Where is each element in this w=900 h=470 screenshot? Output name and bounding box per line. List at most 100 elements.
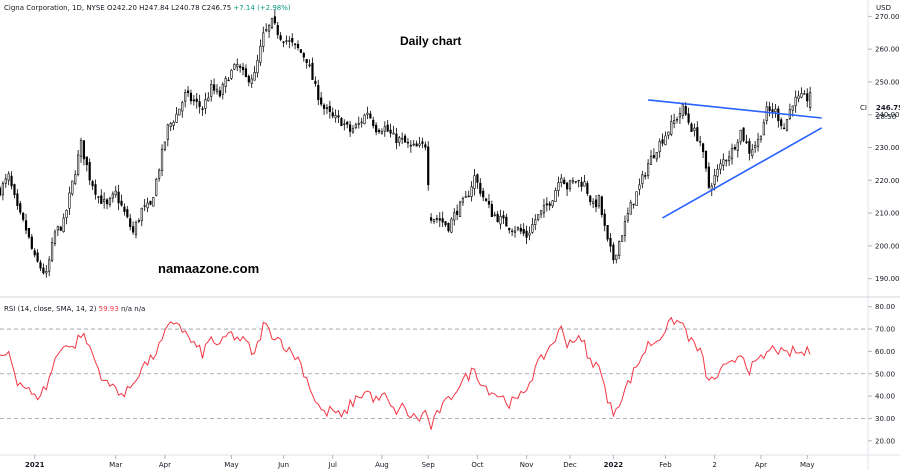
candle-body xyxy=(108,198,112,205)
candle-body xyxy=(626,213,629,221)
rsi-pane[interactable] xyxy=(0,316,868,430)
candle-body xyxy=(152,197,155,207)
time-tick-label: Sep xyxy=(422,461,436,469)
candle-body xyxy=(667,131,670,136)
candle-body xyxy=(716,168,719,177)
candle-body xyxy=(207,97,210,102)
candle-body xyxy=(725,159,728,162)
candle-body xyxy=(678,113,682,118)
candle-body xyxy=(701,143,705,153)
candle-body xyxy=(791,105,794,111)
candle-body xyxy=(719,163,722,170)
candle-body xyxy=(227,79,230,82)
candle-body xyxy=(16,193,19,206)
candle-body xyxy=(36,252,39,262)
price-pane[interactable] xyxy=(0,9,823,278)
time-tick-label: Nov xyxy=(520,461,534,469)
candle-body xyxy=(675,119,679,121)
candle-body xyxy=(320,97,323,105)
candle-body xyxy=(343,123,346,125)
rsi-tick-label: 30.00 xyxy=(875,415,895,423)
candle-body xyxy=(398,137,401,143)
candle-body xyxy=(453,212,456,221)
candle-body xyxy=(308,64,311,67)
candle-body xyxy=(348,124,352,132)
candle-body xyxy=(213,84,216,91)
candle-body xyxy=(736,142,739,151)
candle-body xyxy=(270,18,274,28)
candle-body xyxy=(479,182,482,194)
candle-body xyxy=(279,35,282,40)
candle-body xyxy=(499,216,502,225)
rsi-tick-label: 40.00 xyxy=(875,393,895,401)
candle-body xyxy=(299,49,303,53)
candle-body xyxy=(230,69,233,79)
rsi-tick-label: 60.00 xyxy=(875,348,895,356)
candle-body xyxy=(777,108,780,122)
candle-body xyxy=(114,190,117,196)
candle-body xyxy=(447,222,450,232)
candle-body xyxy=(181,102,184,112)
candle-body xyxy=(589,195,592,203)
candle-body xyxy=(774,108,777,112)
candle-body xyxy=(577,179,580,182)
candle-body xyxy=(53,231,57,244)
rsi-line xyxy=(0,316,811,430)
price-tick-label: 200.00 xyxy=(875,242,900,250)
candle-body xyxy=(751,149,754,156)
candle-body xyxy=(276,24,279,35)
candle-body xyxy=(117,191,120,204)
candle-body xyxy=(742,127,745,141)
candle-body xyxy=(305,59,308,63)
candle-body xyxy=(149,200,152,205)
candle-body xyxy=(346,121,349,125)
candle-body xyxy=(42,267,45,274)
candle-body xyxy=(733,146,737,150)
candle-body xyxy=(537,214,540,220)
candle-body xyxy=(438,218,441,221)
trendline xyxy=(662,127,823,219)
candle-body xyxy=(175,113,178,123)
candle-body xyxy=(88,162,91,181)
candle-body xyxy=(166,124,169,140)
candle-body xyxy=(233,64,236,70)
candle-body xyxy=(580,181,583,187)
candle-body xyxy=(597,195,601,207)
candle-body xyxy=(100,195,103,204)
candle-body xyxy=(111,193,114,199)
candle-body xyxy=(548,203,551,206)
candle-body xyxy=(253,72,256,81)
price-tick-label: 260.00 xyxy=(875,46,900,54)
candle-body xyxy=(670,121,673,135)
trendline xyxy=(648,99,822,119)
candle-body xyxy=(612,244,615,261)
candle-body xyxy=(155,178,158,196)
candle-body xyxy=(0,187,2,196)
candle-body xyxy=(551,200,554,207)
candle-body xyxy=(328,105,331,112)
candle-body xyxy=(424,144,427,148)
candle-body xyxy=(360,121,363,124)
candle-body xyxy=(192,99,195,102)
candle-body xyxy=(762,122,765,136)
candle-body xyxy=(120,200,123,206)
candle-body xyxy=(392,132,395,135)
candle-body xyxy=(331,112,334,117)
rsi-value: 59.93 xyxy=(98,305,119,313)
candle-body xyxy=(94,184,97,195)
candle-body xyxy=(163,141,167,150)
candle-body xyxy=(178,108,181,116)
candle-body xyxy=(519,227,522,232)
symbol-header: Cigna Corporation, 1D, NYSE O242.20 H247… xyxy=(4,4,291,12)
candle-body xyxy=(239,65,242,68)
candle-body xyxy=(641,174,644,185)
symbol-info: Cigna Corporation, 1D, NYSE xyxy=(4,4,105,12)
candle-body xyxy=(126,209,129,218)
candle-body xyxy=(490,204,493,218)
candle-body xyxy=(563,179,566,185)
candle-body xyxy=(288,40,291,42)
candle-body xyxy=(565,182,569,190)
candle-body xyxy=(421,141,424,144)
candle-body xyxy=(568,180,572,190)
